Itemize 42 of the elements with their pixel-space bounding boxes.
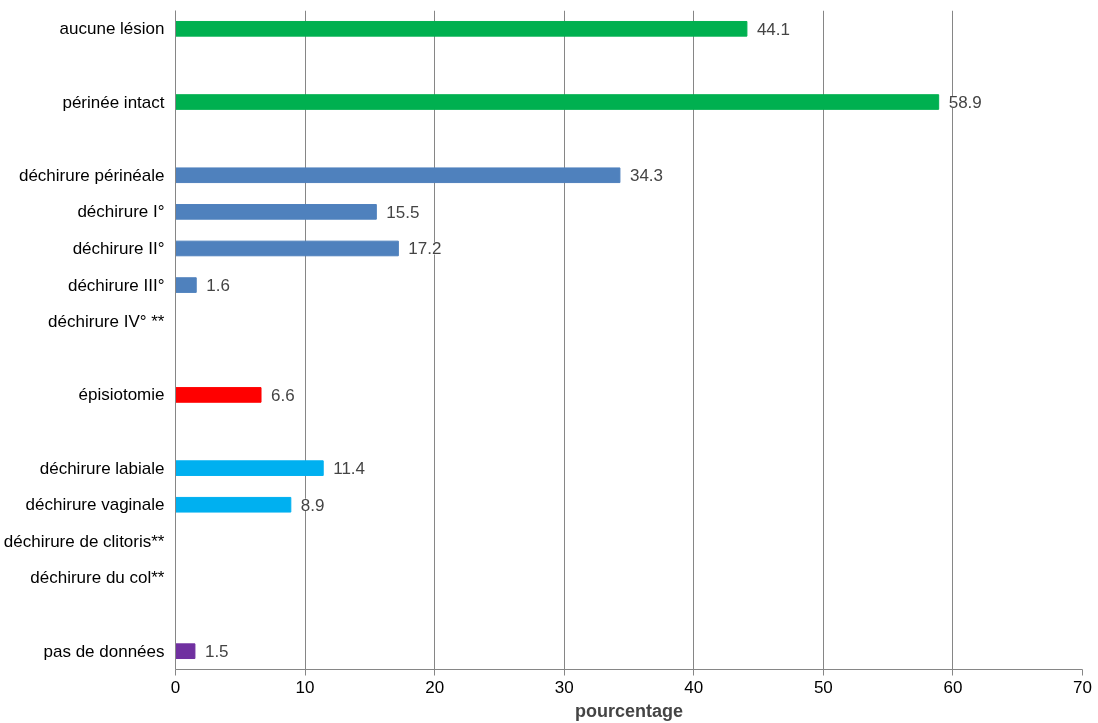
data-label: 58.9 (948, 93, 982, 113)
y-tick-label: déchirure périnéale (18, 165, 165, 185)
y-tick-label: périnée intact (62, 92, 165, 112)
x-tick-label: 20 (425, 677, 445, 697)
bar (175, 496, 292, 513)
data-label: 34.3 (629, 166, 664, 186)
y-tick-label: déchirure du col** (30, 568, 165, 588)
y-tick-label: déchirure de clitoris** (3, 531, 165, 551)
data-label: 1.5 (204, 642, 229, 662)
data-label: 1.6 (206, 276, 230, 296)
y-tick-label: déchirure III° (67, 275, 165, 295)
y-tick-label: déchirure I° (77, 202, 165, 222)
x-tick-label: 10 (295, 677, 315, 697)
data-label: 6.6 (271, 385, 295, 405)
x-tick-label: 50 (813, 677, 833, 697)
data-label: 8.9 (300, 495, 325, 515)
x-tick-label: 0 (170, 677, 181, 697)
y-tick-label: déchirure IV° ** (48, 312, 165, 332)
bar (175, 277, 197, 293)
bar (175, 240, 399, 257)
x-tick-label: 40 (684, 677, 704, 697)
data-label: 15.5 (386, 202, 420, 222)
data-label: 17.2 (408, 239, 442, 259)
y-tick-label: déchirure labiale (39, 458, 165, 478)
x-tick-label: 60 (943, 677, 963, 697)
x-tick-label: 70 (1073, 677, 1092, 697)
y-tick-label: pas de données (43, 641, 165, 661)
y-tick-label: épisiotomie (78, 385, 165, 405)
bar (175, 167, 621, 184)
y-tick-label: déchirure II° (72, 238, 165, 258)
y-tick-label: déchirure vaginale (25, 495, 165, 515)
bar (175, 460, 324, 476)
data-label: 11.4 (333, 459, 366, 479)
x-axis-title: pourcentage (574, 700, 684, 721)
bar (175, 643, 196, 660)
x-tick-label: 30 (554, 677, 574, 697)
bar (175, 20, 748, 37)
data-label: 44.1 (756, 19, 790, 39)
bar (175, 94, 940, 110)
bar (175, 387, 262, 403)
bar (175, 204, 377, 220)
y-tick-label: aucune lésion (59, 19, 165, 39)
